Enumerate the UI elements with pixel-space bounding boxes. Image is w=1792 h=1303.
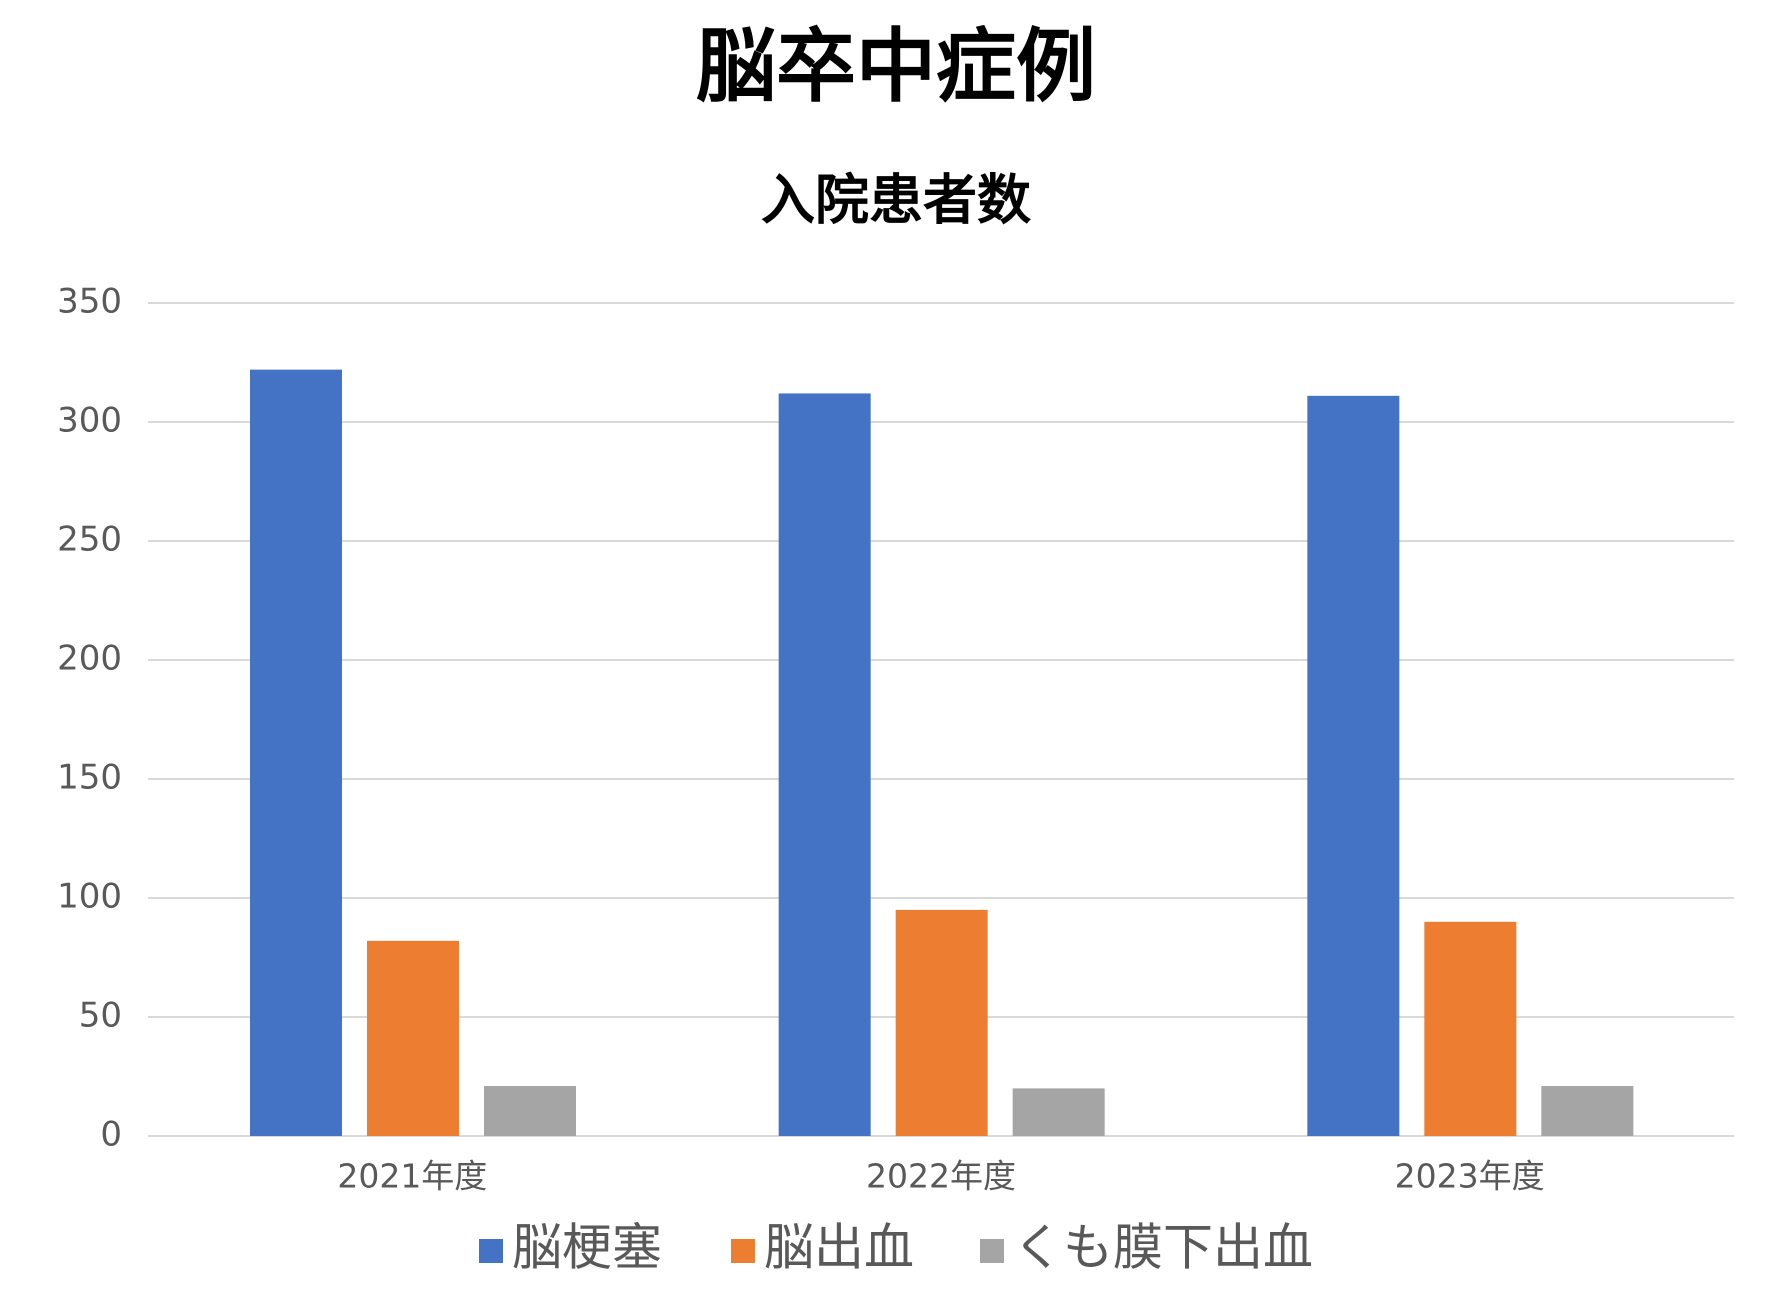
legend-label: 脳出血	[764, 1219, 914, 1277]
legend-label: くも膜下出血	[1013, 1219, 1313, 1277]
chart-subtitle: 入院患者数	[761, 169, 1031, 232]
bar	[895, 909, 988, 1136]
x-tick-label: 2022年度	[866, 1157, 1016, 1196]
x-tick-label: 2021年度	[337, 1157, 487, 1196]
bar	[484, 1086, 576, 1136]
y-tick-label: 0	[100, 1115, 122, 1155]
y-tick-label: 100	[57, 877, 122, 917]
x-tick-label: 2023年度	[1395, 1157, 1545, 1196]
y-tick-label: 150	[57, 758, 122, 798]
y-tick-label: 50	[79, 996, 122, 1036]
y-tick-label: 300	[57, 401, 122, 441]
legend-label: 脳梗塞	[512, 1219, 662, 1277]
bar	[778, 393, 871, 1136]
bar	[1424, 921, 1517, 1136]
legend-swatch	[731, 1239, 755, 1263]
chart-title: 脳卒中症例	[696, 20, 1096, 113]
y-tick-label: 200	[57, 639, 122, 679]
legend-swatch	[479, 1239, 503, 1263]
bar	[367, 940, 459, 1136]
bar	[1541, 1086, 1634, 1136]
bar	[1307, 395, 1400, 1136]
legend-swatch	[980, 1239, 1004, 1263]
y-tick-label: 350	[57, 282, 122, 322]
bar	[1012, 1088, 1105, 1136]
y-tick-label: 250	[57, 520, 122, 560]
bar	[250, 369, 342, 1136]
